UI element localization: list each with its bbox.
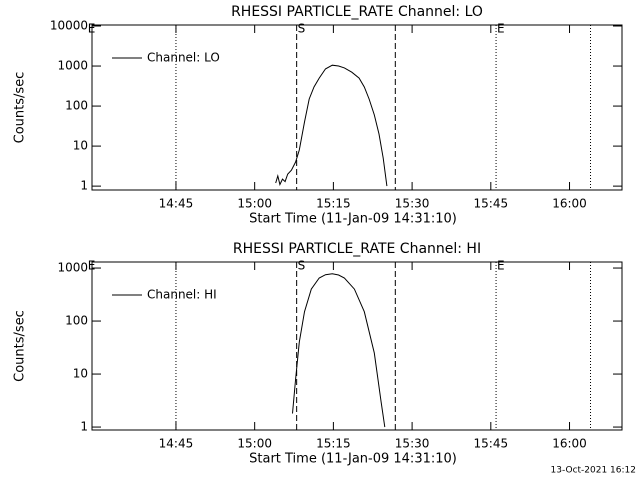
- legend-label: Channel: LO: [147, 51, 220, 65]
- x-axis-label: Start Time (11-Jan-09 14:31:10): [249, 452, 457, 467]
- chart-title: RHESSI PARTICLE_RATE Channel: HI: [233, 241, 481, 257]
- y-tick-label: 1: [80, 179, 88, 193]
- chart-title: RHESSI PARTICLE_RATE Channel: LO: [231, 4, 483, 20]
- plot-frame: [91, 261, 623, 431]
- x-axis-label: Start Time (11-Jan-09 14:31:10): [249, 212, 457, 227]
- legend-label: Channel: HI: [147, 288, 217, 302]
- x-tick-label: 15:30: [395, 197, 430, 211]
- y-tick-label: 10: [73, 367, 88, 381]
- footer: 13-Oct-2021 16:12: [551, 466, 636, 476]
- data-line: [275, 64, 388, 187]
- x-tick-label: 15:15: [316, 437, 351, 451]
- y-axis-label: Counts/sec: [13, 72, 28, 144]
- y-tick-label: 1000: [57, 59, 88, 73]
- y-tick-label: 10000: [50, 19, 88, 33]
- plot-frame: [91, 24, 623, 191]
- x-tick-label: 15:45: [474, 437, 509, 451]
- y-axis-label: Counts/sec: [13, 310, 28, 382]
- x-tick-label: 16:00: [552, 437, 587, 451]
- y-tick-label: 1000: [57, 261, 88, 275]
- x-tick-label: 15:30: [395, 437, 430, 451]
- x-tick-label: 15:45: [474, 197, 509, 211]
- data-line: [292, 273, 386, 428]
- y-tick-label: 100: [65, 99, 88, 113]
- y-tick-label: 10: [73, 139, 88, 153]
- event-label: S: [298, 22, 306, 36]
- x-tick-label: 15:00: [237, 197, 272, 211]
- event-label: E: [88, 259, 96, 273]
- event-label: S: [298, 259, 306, 273]
- event-label: E: [497, 22, 505, 36]
- event-label: E: [88, 22, 96, 36]
- x-tick-label: 14:45: [159, 437, 194, 451]
- y-tick-label: 1: [80, 420, 88, 434]
- y-tick-label: 100: [65, 314, 88, 328]
- x-tick-label: 16:00: [552, 197, 587, 211]
- x-tick-label: 15:00: [237, 437, 272, 451]
- x-tick-label: 15:15: [316, 197, 351, 211]
- x-tick-label: 14:45: [159, 197, 194, 211]
- event-label: E: [497, 259, 505, 273]
